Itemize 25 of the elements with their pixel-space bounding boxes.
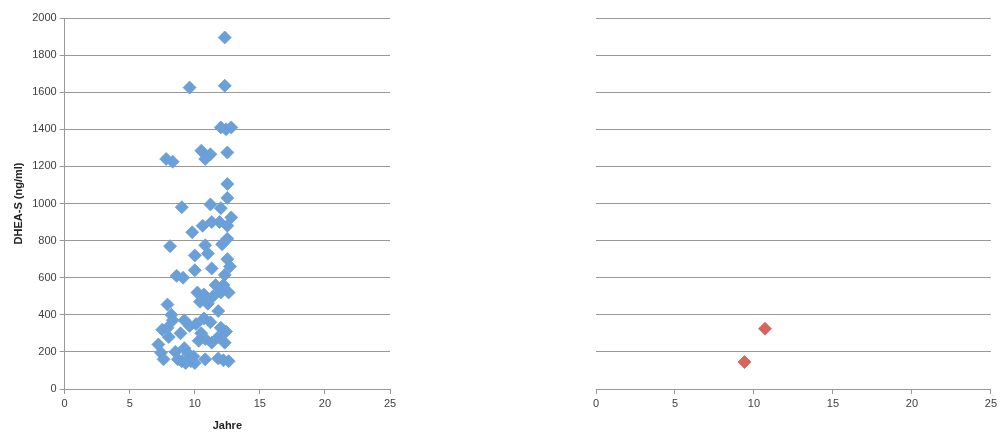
x-tick-label: 0 [61,396,68,409]
y-tick-label: 1600 [32,85,57,98]
y-tick-label: 400 [38,307,57,320]
y-tick-label: 600 [38,270,57,283]
x-tick-label: 20 [318,396,332,409]
y-tick-label: 1200 [32,159,57,172]
x-tick-label: 10 [747,396,761,409]
y-tick-label: 800 [38,233,57,246]
y-axis-title: DHEA-S (ng/ml) [11,162,24,245]
x-tick-label: 0 [592,396,600,409]
x-tick-label: 5 [671,396,679,409]
y-tick-label: 1800 [32,48,57,61]
y-tick-label: 0 [50,382,57,395]
y-tick-label: 1000 [32,196,57,209]
x-tick-label: 25 [383,396,397,409]
x-tick-label: 10 [188,396,201,409]
x-tick-label: 5 [126,396,133,409]
x-tick-label: 25 [984,396,998,409]
y-tick-label: 200 [38,344,57,357]
x-tick-label: 15 [253,396,266,409]
y-tick-label: 2000 [32,11,57,24]
x-axis-title: Jahre [212,419,243,432]
y-tick-label: 1400 [32,122,57,135]
x-tick-label: 15 [826,396,840,409]
x-tick-label: 20 [905,396,919,409]
